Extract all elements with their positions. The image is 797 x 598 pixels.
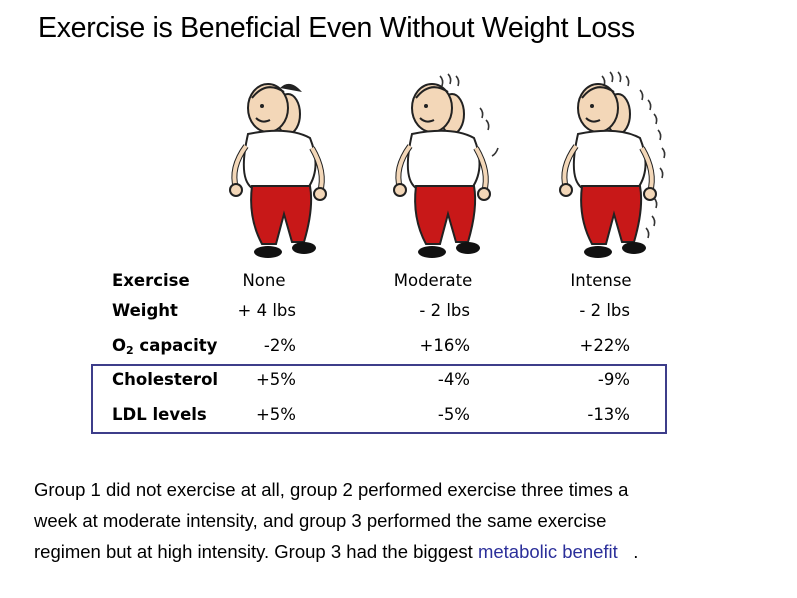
- motion-lines-icon: [601, 71, 666, 239]
- paragraph-line-end: .: [617, 541, 639, 562]
- header-moderate: Moderate: [393, 271, 473, 290]
- row-label-ldl-levels: LDL levels: [112, 405, 207, 424]
- row-label-o2-capacity: O2 capacity: [112, 336, 217, 357]
- table-cell: +16%: [419, 336, 471, 355]
- header-none: None: [242, 271, 286, 290]
- moderate-exercise-man-figure: [382, 68, 502, 268]
- row-label-o2-rest: capacity: [133, 336, 218, 355]
- table-cell: -9%: [597, 370, 630, 389]
- table-cell: +5%: [255, 405, 296, 424]
- paragraph-line-text: regimen but at high intensity. Group 3 h…: [34, 541, 478, 562]
- table-cell: - 2 lbs: [579, 301, 630, 320]
- table-cell: - 2 lbs: [419, 301, 470, 320]
- row-label-weight: Weight: [112, 301, 178, 320]
- man-illustration: [229, 83, 327, 258]
- table-cell: +22%: [579, 336, 631, 355]
- header-label: Exercise: [112, 271, 190, 290]
- table-cell: -13%: [587, 405, 630, 424]
- description-paragraph: Group 1 did not exercise at all, group 2…: [34, 474, 774, 567]
- header-intense: Intense: [570, 271, 632, 290]
- table-cell: -5%: [437, 405, 470, 424]
- row-label-o2-sub: 2: [126, 344, 134, 357]
- table-cell: -4%: [437, 370, 470, 389]
- no-exercise-man-figure: [218, 68, 338, 268]
- intense-exercise-man-figure: [548, 68, 668, 268]
- paragraph-line: Group 1 did not exercise at all, group 2…: [34, 479, 629, 500]
- paragraph-line: regimen but at high intensity. Group 3 h…: [34, 536, 774, 567]
- table-cell: +5%: [255, 370, 296, 389]
- table-cell: + 4 lbs: [237, 301, 296, 320]
- man-illustration: [393, 73, 499, 258]
- table-cell: -2%: [263, 336, 296, 355]
- motion-lines-icon: [439, 73, 499, 157]
- row-label-cholesterol: Cholesterol: [112, 370, 219, 389]
- man-illustration: [559, 71, 666, 258]
- slide-title: Exercise is Beneficial Even Without Weig…: [38, 12, 635, 44]
- paragraph-line: week at moderate intensity, and group 3 …: [34, 510, 607, 531]
- row-label-o2-main: O: [112, 336, 127, 355]
- highlight-box: [91, 364, 667, 434]
- metabolic-benefit-link[interactable]: metabolic benefit: [477, 541, 618, 562]
